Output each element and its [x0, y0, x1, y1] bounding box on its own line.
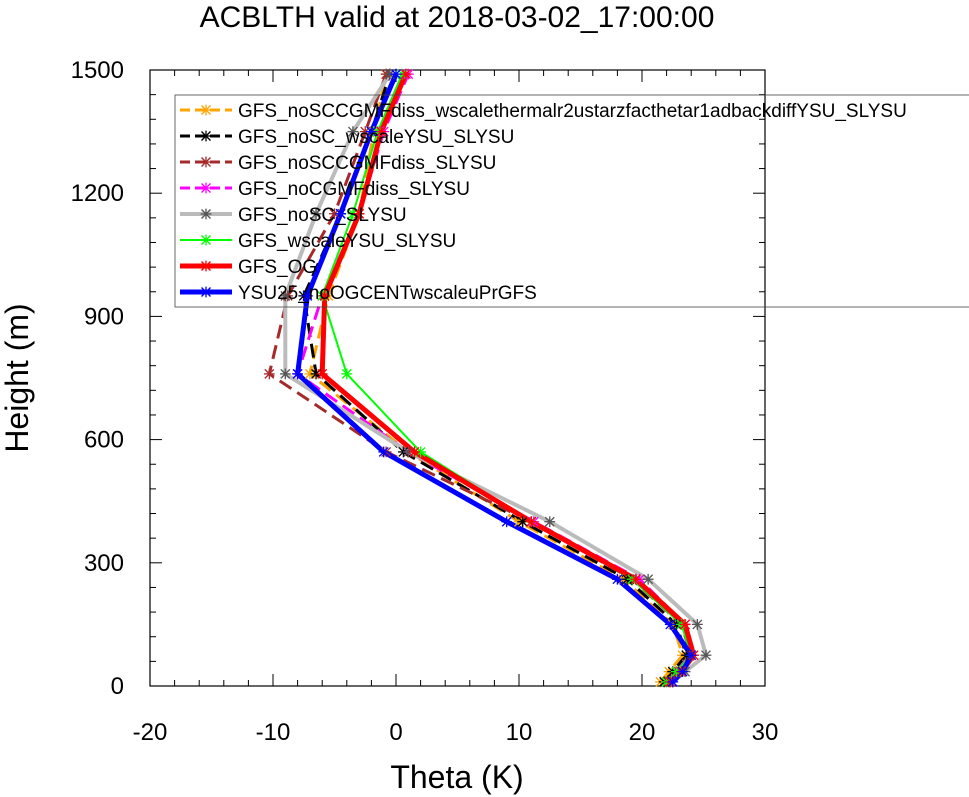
x-axis-label: Theta (K): [390, 759, 523, 795]
y-tick-label: 900: [84, 303, 124, 330]
series-7-point: [400, 68, 412, 80]
y-axis-label: Height (m): [0, 303, 35, 452]
x-tick-labels: -20 -10 0 10 20 30: [133, 719, 779, 746]
legend: GFS_noSCCGMFdiss_wscalethermalr2ustarzfa…: [174, 94, 969, 308]
series-8-point: [664, 619, 676, 630]
series-8-point: [667, 676, 679, 688]
x-tick-label: -10: [256, 719, 291, 746]
chart-title: ACBLTH valid at 2018-03-02_17:00:00: [200, 1, 715, 34]
series-8-point: [292, 368, 303, 380]
series-6-point: [341, 368, 353, 380]
series-5-point: [700, 649, 712, 661]
legend-marker: [200, 208, 212, 220]
series-5-point: [642, 573, 654, 585]
series-8-point: [685, 649, 697, 661]
series-7-point: [316, 368, 328, 380]
series-8-point: [612, 573, 623, 585]
legend-marker: [200, 234, 212, 246]
legend-item: GFS_noCGMFdiss_SLYSU: [180, 179, 470, 200]
series-5-point: [279, 368, 291, 380]
x-tick-label: -20: [133, 719, 168, 746]
series-8-point: [302, 290, 313, 302]
y-tick-label: 1200: [71, 180, 124, 207]
series-8-point: [390, 68, 402, 80]
series-7-point: [630, 573, 642, 585]
y-tick-labels: 0 300 600 900 1200 1500: [71, 57, 124, 700]
series-8-point: [378, 446, 390, 458]
series-7-point: [409, 446, 420, 458]
legend-marker: [200, 182, 212, 194]
legend-label: GFS_noCGMFdiss_SLYSU: [238, 179, 470, 200]
legend-item: GFS_wscaleYSU_SLYSU: [180, 231, 456, 252]
series-5-point: [544, 516, 556, 528]
legend-marker: [200, 104, 212, 116]
series-7-point: [319, 290, 331, 302]
series-markers: [263, 68, 712, 688]
legend-label: YSU25_noOGCENTwscaleuPrGFS: [238, 283, 537, 304]
legend-item: GFS_noSCCGMFdiss_wscalethermalr2ustarzfa…: [180, 101, 907, 122]
series-7-point: [353, 208, 365, 220]
legend-label: GFS_wscaleYSU_SLYSU: [238, 231, 456, 252]
legend-item: YSU25_noOGCENTwscaleuPrGFS: [180, 283, 537, 304]
series-8-point: [501, 516, 513, 528]
series-5-point: [691, 619, 703, 630]
series-7-point: [375, 126, 387, 137]
legend-item: GFS_noSCCGMFdiss_SLYSU: [180, 153, 496, 174]
x-tick-label: 30: [752, 719, 779, 746]
legend-item: GFS_noSC_SLYSU: [180, 205, 407, 226]
legend-label: GFS_noSCCGMFdiss_SLYSU: [238, 153, 496, 174]
legend-marker: [200, 260, 212, 272]
series-3-point: [263, 368, 275, 380]
plot-frame: [149, 69, 766, 687]
legend-label: GFS_noSC_SLYSU: [238, 205, 407, 226]
series-8-point: [335, 208, 347, 220]
legend-marker: [200, 130, 212, 142]
x-tick-label: 20: [629, 719, 656, 746]
series-5-point: [347, 126, 359, 137]
y-tick-label: 600: [84, 427, 124, 454]
y-tick-label: 0: [111, 673, 124, 700]
series-5-point: [310, 208, 322, 220]
x-tick-label: 0: [389, 719, 402, 746]
legend-label: GFS_noSC_wscaleYSU_SLYSU: [238, 127, 514, 148]
series-7-point: [679, 619, 691, 630]
legend-box: [174, 94, 969, 308]
series-7-point: [525, 516, 537, 528]
legend-item: GFS_noSC_wscaleYSU_SLYSU: [180, 127, 514, 148]
legend-marker: [200, 286, 212, 298]
legend-marker: [200, 156, 212, 168]
y-tick-label: 1500: [71, 57, 124, 84]
x-tick-label: 10: [506, 719, 533, 746]
legend-label: GFS_noSCCGMFdiss_wscalethermalr2ustarzfa…: [238, 101, 907, 122]
series-5-point: [279, 290, 291, 302]
series-8-point: [366, 126, 377, 137]
legend-label: GFS_OG: [238, 257, 317, 278]
legend-item: GFS_OG: [180, 257, 317, 278]
y-tick-label: 300: [84, 550, 124, 577]
series-8-point: [677, 666, 688, 678]
